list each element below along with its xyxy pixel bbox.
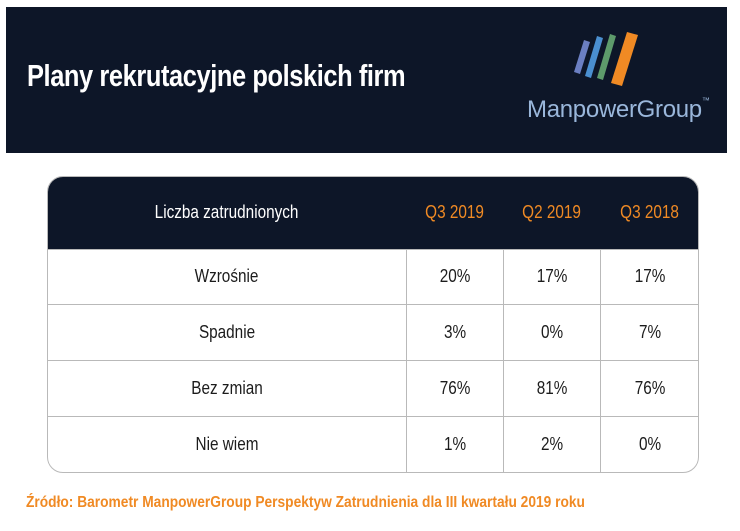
- table-row: Wzrośnie 20% 17% 17%: [48, 248, 698, 305]
- row-label: Wzrośnie: [48, 248, 406, 305]
- table-cell: 1%: [405, 415, 504, 472]
- table-cell: 76%: [600, 360, 698, 417]
- source-note: Źródło: Barometr ManpowerGroup Perspekty…: [26, 494, 585, 511]
- table-cell: 7%: [600, 304, 698, 361]
- row-label: Spadnie: [48, 304, 406, 361]
- header-banner: [6, 7, 727, 153]
- column-header: Q3 2018: [619, 202, 679, 223]
- table-cell: 0%: [600, 415, 698, 472]
- manpower-logo-icon: [574, 32, 638, 86]
- table-header-row: Liczba zatrudnionych Q3 2019 Q2 2019 Q3 …: [48, 177, 698, 249]
- row-label: Nie wiem: [48, 415, 406, 472]
- page-title: Plany rekrutacyjne polskich firm: [27, 58, 406, 93]
- recruitment-table: Liczba zatrudnionych Q3 2019 Q2 2019 Q3 …: [47, 176, 699, 473]
- column-header: Q3 2019: [425, 202, 485, 223]
- table-row: Bez zmian 76% 81% 76%: [48, 360, 698, 417]
- table-cell: 81%: [502, 360, 601, 417]
- table-cell: 20%: [405, 248, 504, 305]
- table-cell: 76%: [405, 360, 504, 417]
- table-row: Nie wiem 1% 2% 0%: [48, 415, 698, 472]
- table-cell: 2%: [502, 415, 601, 472]
- table-cell: 17%: [502, 248, 601, 305]
- table-cell: 0%: [502, 304, 601, 361]
- table-row: Spadnie 3% 0% 7%: [48, 304, 698, 361]
- table-cell: 3%: [405, 304, 504, 361]
- table-cell: 17%: [600, 248, 698, 305]
- row-header-cell: Liczba zatrudnionych: [155, 202, 299, 223]
- logo-wordmark: ManpowerGroup™: [527, 96, 710, 123]
- column-header: Q2 2019: [522, 202, 582, 223]
- row-label: Bez zmian: [48, 360, 406, 417]
